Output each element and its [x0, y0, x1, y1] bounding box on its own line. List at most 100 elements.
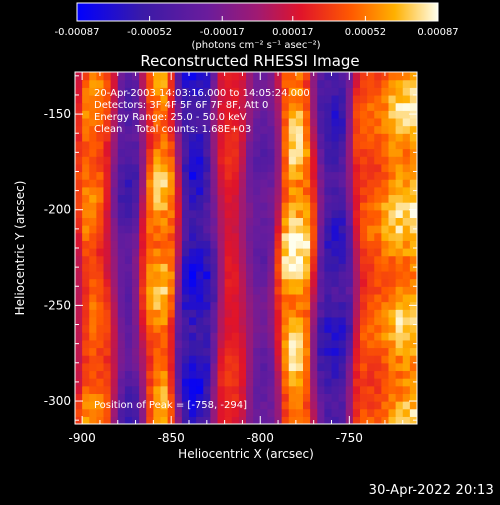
heatmap-cell: [132, 301, 140, 310]
heatmap-cell: [160, 117, 169, 127]
heatmap-cell: [181, 362, 190, 372]
heatmap-cell: [153, 156, 162, 165]
heatmap-cell: [295, 102, 304, 111]
heatmap-cell: [402, 332, 411, 341]
heatmap-cell: [110, 102, 119, 111]
heatmap-cell: [96, 301, 105, 310]
heatmap-cell: [75, 79, 83, 88]
heatmap-cell: [181, 133, 190, 142]
heatmap-cell: [75, 102, 83, 111]
heatmap-cell: [281, 94, 290, 104]
heatmap-cell: [310, 133, 318, 142]
heatmap-cell: [317, 339, 325, 349]
heatmap-cell: [324, 217, 333, 226]
heatmap-cell: [388, 393, 397, 402]
heatmap-cell: [246, 362, 254, 372]
heatmap-cell: [288, 408, 297, 417]
heatmap-cell: [288, 278, 297, 287]
heatmap-cell: [189, 133, 197, 142]
heatmap-cell: [174, 94, 183, 104]
heatmap-cell: [224, 186, 233, 196]
heatmap-cell: [139, 362, 147, 372]
heatmap-cell: [402, 309, 411, 318]
heatmap-cell: [338, 370, 347, 379]
heatmap-cell: [238, 355, 247, 364]
heatmap-cell: [295, 163, 304, 173]
heatmap-cell: [210, 232, 219, 241]
heatmap-cell: [303, 416, 311, 424]
heatmap-cell: [132, 324, 140, 333]
heatmap-cell: [139, 156, 147, 165]
heatmap-cell: [96, 270, 105, 280]
heatmap-cell: [181, 156, 190, 165]
heatmap-cell: [124, 202, 133, 211]
heatmap-cell: [146, 401, 154, 410]
heatmap-cell: [153, 316, 162, 326]
heatmap-cell: [288, 79, 297, 88]
heatmap-cell: [374, 79, 382, 88]
heatmap-cell: [124, 72, 133, 81]
heatmap-cell: [367, 385, 375, 394]
heatmap-cell: [174, 87, 183, 96]
heatmap-cell: [338, 263, 347, 272]
heatmap-cell: [153, 202, 162, 211]
heatmap-cell: [367, 179, 375, 188]
heatmap-cell: [260, 378, 268, 387]
heatmap-cell: [267, 278, 276, 287]
heatmap-cell: [409, 393, 417, 402]
heatmap-cell: [203, 248, 211, 257]
heatmap-cell: [295, 293, 304, 303]
heatmap-cell: [103, 408, 112, 417]
heatmap-cell: [174, 148, 183, 157]
heatmap-cell: [103, 163, 112, 173]
heatmap-cell: [246, 202, 254, 211]
heatmap-cell: [324, 270, 333, 280]
heatmap-cell: [110, 332, 119, 341]
heatmap-cell: [303, 125, 311, 134]
heatmap-cell: [317, 133, 325, 142]
heatmap-cell: [345, 179, 354, 188]
heatmap-cell: [310, 140, 318, 150]
heatmap-cell: [203, 117, 211, 127]
heatmap-cell: [110, 94, 119, 104]
heatmap-cell: [210, 385, 219, 394]
heatmap-cell: [367, 270, 375, 280]
heatmap-cell: [124, 316, 133, 326]
heatmap-cell: [303, 355, 311, 364]
heatmap-cell: [260, 332, 268, 341]
heatmap-cell: [203, 232, 211, 241]
heatmap-cell: [345, 148, 354, 157]
heatmap-cell: [132, 232, 140, 241]
heatmap-cell: [360, 202, 368, 211]
heatmap-cell: [253, 255, 261, 264]
heatmap-cell: [281, 232, 290, 241]
heatmap-cell: [295, 401, 304, 410]
heatmap-cell: [317, 355, 325, 364]
heatmap-cell: [174, 286, 183, 295]
heatmap-cell: [160, 186, 169, 196]
heatmap-cell: [331, 240, 340, 249]
heatmap-cell: [260, 117, 268, 127]
heatmap-cell: [374, 171, 382, 180]
heatmap-cell: [246, 301, 254, 310]
heatmap-cell: [253, 117, 261, 127]
heatmap-cell: [231, 263, 240, 272]
heatmap-cell: [281, 332, 290, 341]
heatmap-cell: [189, 255, 197, 264]
heatmap-cell: [103, 248, 112, 257]
heatmap-cell: [360, 355, 368, 364]
heatmap-cell: [303, 202, 311, 211]
heatmap-cell: [246, 133, 254, 142]
heatmap-cell: [295, 339, 304, 349]
heatmap-cell: [167, 102, 176, 111]
heatmap-cell: [160, 255, 169, 264]
heatmap-cell: [181, 316, 190, 326]
heatmap-cell: [381, 232, 390, 241]
heatmap-cell: [203, 293, 211, 303]
heatmap-cell: [402, 110, 411, 119]
heatmap-cell: [310, 94, 318, 104]
heatmap-cell: [117, 408, 126, 417]
heatmap-cell: [395, 293, 404, 303]
heatmap-cell: [132, 225, 140, 234]
heatmap-cell: [303, 171, 311, 180]
